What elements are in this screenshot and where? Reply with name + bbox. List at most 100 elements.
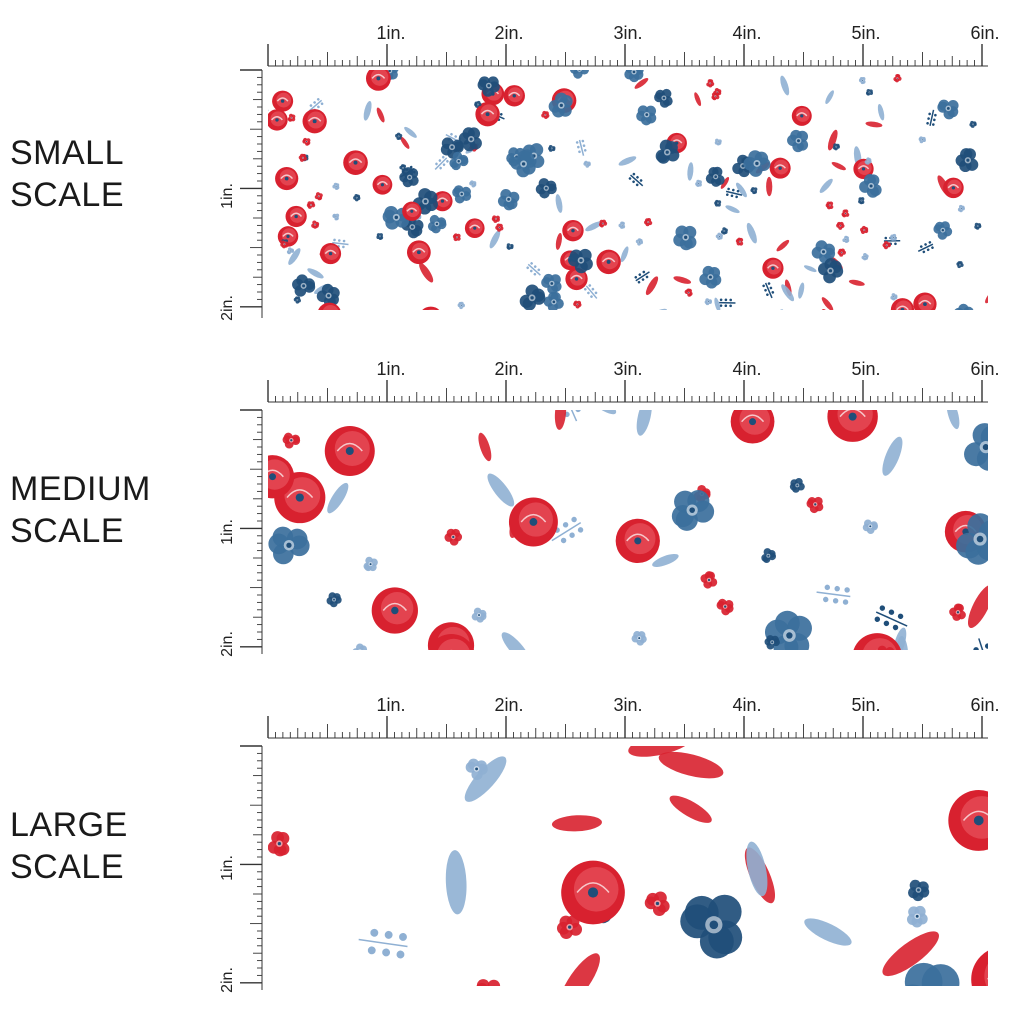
panel-medium-scale: MEDIUM SCALE 1in. 2in. 3in. 4in. 5in. 6i… (0, 346, 1024, 676)
leaf-motif (636, 410, 652, 436)
leaf-motif (804, 918, 852, 946)
leaf-motif (825, 90, 834, 104)
flower-motif (720, 227, 728, 235)
flower-motif (955, 148, 979, 173)
leaf-motif (803, 265, 817, 273)
flower-motif (624, 70, 644, 83)
flower-motif (543, 291, 564, 310)
flower-motif (306, 201, 316, 209)
flower-motif (335, 321, 343, 329)
ruler-label-4in: 4in. (732, 23, 761, 43)
flower-motif (715, 232, 723, 241)
flower-motif (644, 218, 653, 227)
leaf-motif (634, 78, 649, 89)
rose-motif (653, 311, 674, 332)
leaf-motif (585, 221, 603, 232)
rose-motif (302, 109, 327, 134)
ruler-label-3in: 3in. (613, 695, 642, 715)
flower-motif (761, 548, 776, 563)
flower-motif (474, 100, 482, 108)
flower-motif (695, 179, 702, 187)
flower-motif (700, 571, 718, 589)
berry-sprig-motif (628, 172, 644, 187)
flower-motif (673, 225, 697, 251)
scale-label-line1: SMALL (10, 134, 124, 172)
flower-motif (282, 432, 301, 449)
flower-motif (990, 176, 1015, 200)
leaf-motif (357, 325, 375, 335)
panel-small-scale: SMALL SCALE 1in. 2in. 3in. 4in. 5in. 6in… (0, 10, 1024, 340)
flower-motif (735, 237, 744, 246)
flower-motif (882, 241, 891, 250)
flower-motif (510, 150, 536, 178)
rose-motif (913, 292, 937, 310)
leaf-motif (694, 92, 702, 107)
flower-motif (444, 528, 463, 546)
flower-motif (704, 298, 712, 306)
rose-motif (853, 633, 901, 650)
rose-motif (852, 315, 877, 340)
leaf-motif (827, 129, 838, 151)
leaf-motif (620, 246, 629, 263)
berry-sprig-motif (358, 928, 408, 959)
side-label-2in: 2in. (219, 295, 236, 321)
rose-motif (494, 313, 515, 334)
flower-motif (757, 318, 764, 325)
rose-motif (508, 497, 558, 547)
rose-motif (402, 201, 422, 221)
flower-motif (860, 225, 869, 234)
flower-motif (956, 261, 964, 269)
leaf-motif (766, 176, 773, 197)
flower-motif (933, 221, 953, 240)
flower-motif (316, 283, 340, 308)
rose-motif (407, 240, 431, 265)
flower-motif (743, 150, 771, 177)
leaf-motif (376, 107, 385, 123)
ruler-label-6in: 6in. (970, 695, 999, 715)
leaf-motif (776, 239, 790, 252)
flower-motif (877, 645, 894, 650)
flower-motif (548, 145, 556, 152)
leaf-motif (652, 553, 679, 567)
side-ruler: 1in. 2in. (219, 409, 263, 657)
flower-motif (862, 519, 878, 534)
flower-motif (904, 962, 960, 986)
flower-motif (974, 222, 982, 230)
flower-motif (969, 120, 977, 128)
flower-motif (908, 879, 930, 902)
flower-motif (292, 274, 316, 297)
leaf-motif (307, 268, 324, 279)
flower-motif (332, 213, 340, 221)
flower-motif (890, 233, 897, 241)
flower-motif (631, 631, 647, 646)
side-label-2in: 2in. (219, 631, 236, 657)
rose-motif (503, 85, 525, 107)
flower-motif (995, 271, 1003, 279)
side-ruler: 1in. 2in. (219, 745, 263, 993)
flower-motif (452, 233, 461, 242)
leaf-motif (819, 178, 833, 193)
leaf-motif (555, 232, 562, 250)
flower-motif (906, 905, 928, 928)
leaf-motif (419, 262, 434, 283)
leaf-motif (618, 156, 637, 166)
flower-motif (861, 252, 869, 261)
top-ruler: 1in. 2in. 3in. 4in. 5in. 6in. (267, 359, 1000, 403)
ruler-label-3in: 3in. (613, 359, 642, 379)
flower-motif (787, 129, 809, 153)
berry-sprig-motif (551, 516, 584, 544)
leaf-motif (735, 182, 747, 198)
leaf-motif (555, 194, 563, 213)
berry-sprig-motif (526, 262, 541, 276)
flower-motif (842, 235, 850, 244)
ruler-label-1in: 1in. (376, 359, 405, 379)
flower-motif (949, 603, 966, 621)
flower-motif (806, 496, 824, 514)
flower-motif (818, 258, 844, 284)
flower-motif (750, 187, 758, 195)
flower-motif (789, 477, 805, 493)
flower-motif (427, 214, 447, 234)
flower-motif (635, 238, 644, 246)
rose-motif (285, 205, 307, 228)
flower-motif (684, 288, 693, 297)
